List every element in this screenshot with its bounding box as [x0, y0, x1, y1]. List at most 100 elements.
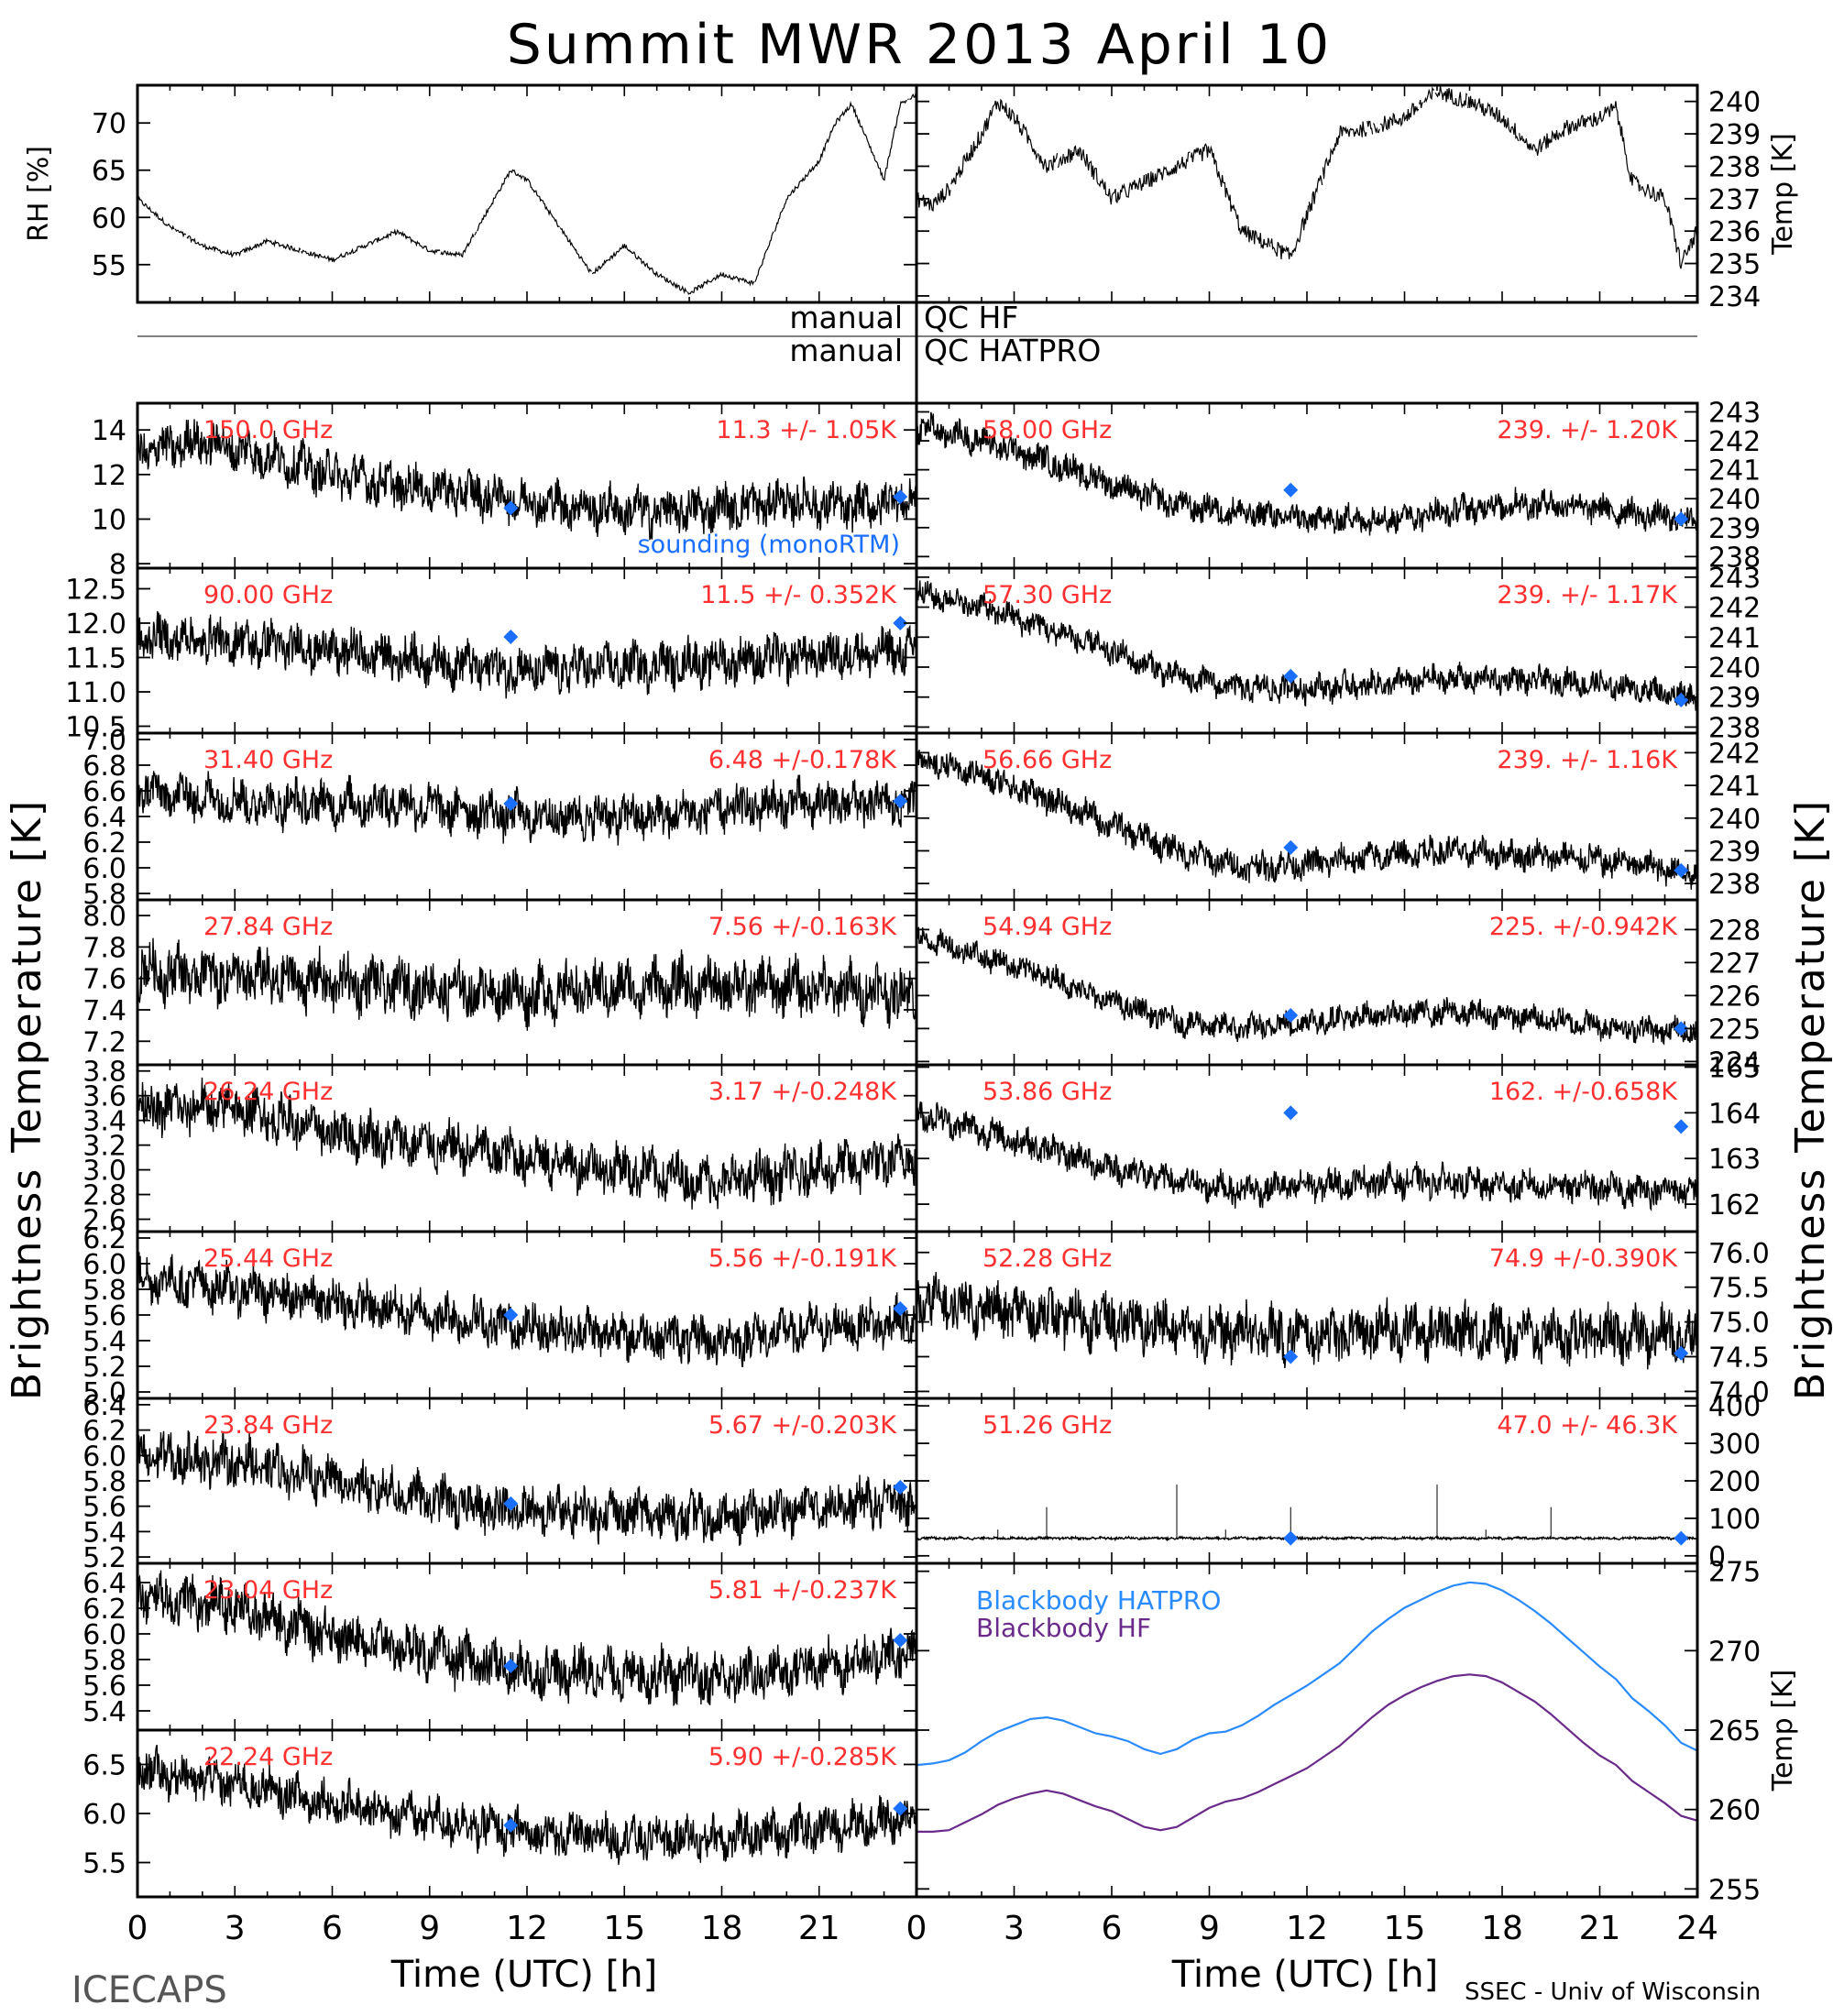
- y-tick-label: 14: [92, 415, 126, 447]
- y-tick-label: 5.2: [82, 1352, 126, 1384]
- y-tick-label: 400: [1708, 1391, 1761, 1423]
- right-side-label: Brightness Temperature [K]: [1787, 799, 1833, 1400]
- panel-18: 51.26 GHz 47.0 +/- 46.3K 0 100 200 300 400: [915, 1391, 1761, 1573]
- y-tick-label: 5.5: [82, 1848, 126, 1880]
- y-tick-label: 75.0: [1708, 1308, 1770, 1340]
- y-tick-label: 3.8: [82, 1057, 126, 1089]
- y-tick-label: 65: [92, 156, 126, 188]
- plot-area: [916, 85, 1697, 269]
- x-axis-label-left: Time (UTC) [h]: [390, 1954, 657, 1996]
- sounding-marker-2: [1674, 862, 1689, 878]
- plot-area: [137, 1077, 916, 1210]
- channel-stats: 239. +/- 1.17K: [1497, 581, 1678, 609]
- sounding-marker-2: [1674, 1530, 1689, 1546]
- plot-area: [137, 610, 916, 699]
- y-tick-label: 7.0: [82, 725, 126, 757]
- y-tick-label: 12.0: [65, 608, 126, 641]
- figure-title: Summit MWR 2013 April 10: [507, 13, 1332, 77]
- y-tick-label: 237: [1708, 184, 1761, 216]
- data-trace: [137, 419, 916, 541]
- y-tick-label: 6.0: [82, 1249, 126, 1281]
- series-line-1: [916, 1581, 1697, 1767]
- data-trace: [137, 1744, 916, 1866]
- sounding-annotation: sounding (monoRTM): [638, 531, 900, 559]
- y-tick-label: 5.8: [82, 879, 126, 911]
- y-tick-label: 5.6: [82, 1492, 126, 1524]
- y-tick-label: 270: [1708, 1636, 1761, 1668]
- sounding-marker-2: [893, 1301, 908, 1316]
- data-trace: [916, 85, 1697, 269]
- y-tick-label: 228: [1708, 915, 1761, 947]
- channel-label: 150.0 GHz: [203, 416, 333, 444]
- channel-stats: 11.5 +/- 0.352K: [700, 581, 897, 609]
- footer-left: ICECAPS: [71, 1969, 227, 2011]
- plot-area: [916, 580, 1697, 712]
- panel-1: 55 60 65 70 RH [%]: [23, 83, 918, 304]
- plot-area: [137, 771, 916, 846]
- y-tick-label: 5.6: [82, 1671, 126, 1703]
- channel-stats: 74.9 +/-0.390K: [1489, 1244, 1678, 1273]
- y-tick-label: 6.6: [82, 776, 126, 808]
- sounding-marker-1: [503, 1659, 519, 1673]
- channel-stats: 3.17 +/-0.248K: [708, 1078, 897, 1106]
- data-trace: [916, 1101, 1697, 1211]
- y-tick-label: 260: [1708, 1795, 1761, 1827]
- channel-label: 25.44 GHz: [203, 1244, 333, 1273]
- y-tick-label: 5.4: [82, 1517, 126, 1549]
- y-tick-label: 6.0: [82, 853, 126, 885]
- panel-12: 58.00 GHz 239. +/- 1.20K 23823924024124224…: [915, 397, 1761, 574]
- y-tick-label: 6.0: [82, 1619, 126, 1651]
- channel-label: 58.00 GHz: [982, 416, 1112, 444]
- x-tick-label-right: 21: [1579, 1910, 1621, 1947]
- footer-right: SSEC - Univ of Wisconsin: [1465, 1978, 1761, 2006]
- plot-area: [137, 92, 916, 295]
- y-tick-label: 255: [1708, 1874, 1761, 1906]
- channel-stats: 5.67 +/-0.203K: [708, 1411, 897, 1440]
- y-tick-label: 6.2: [82, 827, 126, 860]
- sounding-marker-1: [1283, 668, 1299, 684]
- x-tick-label-left: 3: [225, 1910, 246, 1947]
- series-line-2: [916, 1673, 1697, 1834]
- y-tick-label: 243: [1708, 397, 1761, 429]
- y-tick-label: 238: [1708, 869, 1761, 901]
- data-trace: [137, 771, 916, 846]
- y-tick-label: 275: [1708, 1557, 1761, 1589]
- y-tick-label: 200: [1708, 1466, 1761, 1498]
- channel-label: 90.00 GHz: [203, 581, 333, 609]
- channel-label: 54.94 GHz: [982, 913, 1112, 941]
- y-tick-label: 12.5: [65, 575, 126, 607]
- y-tick-label: 240: [1708, 652, 1761, 685]
- y-tick-label: 6.0: [82, 1799, 126, 1831]
- data-trace: [137, 1252, 916, 1368]
- qc-band: manual QC HF manual QC HATPRO: [137, 300, 1697, 368]
- y-tick-label: 12: [92, 460, 126, 492]
- y-tick-label: 6.2: [82, 1223, 126, 1255]
- channel-stats: 11.3 +/- 1.05K: [716, 416, 897, 444]
- channel-label: 26.24 GHz: [203, 1078, 333, 1106]
- y-tick-label: 6.2: [82, 1416, 126, 1448]
- channel-label: 57.30 GHz: [982, 581, 1112, 609]
- plot-area: [916, 750, 1697, 890]
- y-tick-label: 236: [1708, 216, 1761, 248]
- channel-label: 27.84 GHz: [203, 913, 333, 941]
- y-tick-label: 238: [1708, 712, 1761, 744]
- plot-area: [916, 1101, 1697, 1211]
- y-tick-label: 8: [109, 549, 126, 581]
- y-tick-label: 224: [1708, 1046, 1761, 1079]
- y-tick-label: 238: [1708, 151, 1761, 183]
- y-axis-label: Temp [K]: [1767, 1670, 1799, 1792]
- sounding-marker-2: [893, 489, 908, 505]
- data-trace: [137, 937, 916, 1031]
- y-tick-label: 3.0: [82, 1156, 126, 1188]
- y-tick-label: 100: [1708, 1504, 1761, 1536]
- channel-stats: 5.56 +/-0.191K: [708, 1244, 897, 1273]
- channel-stats: 47.0 +/- 46.3K: [1497, 1411, 1678, 1440]
- y-tick-label: 74.0: [1708, 1376, 1770, 1408]
- data-trace: [916, 750, 1697, 890]
- channel-stats: 239. +/- 1.20K: [1497, 416, 1678, 444]
- sounding-marker-1: [503, 630, 519, 644]
- y-tick-label: 7.2: [82, 1026, 126, 1058]
- sounding-marker-1: [503, 1817, 519, 1833]
